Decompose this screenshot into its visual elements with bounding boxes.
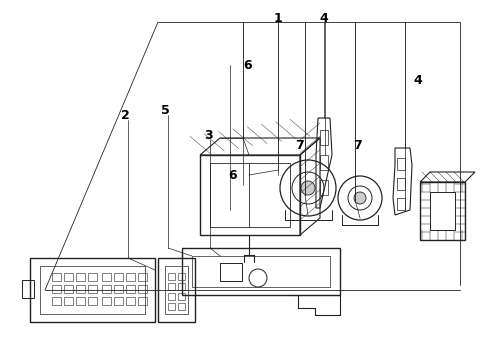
Bar — [64, 285, 73, 293]
Text: 4: 4 — [414, 73, 422, 86]
Text: 7: 7 — [354, 139, 363, 152]
Bar — [220, 263, 242, 281]
Text: 5: 5 — [161, 104, 170, 117]
Bar — [88, 297, 97, 305]
Bar — [397, 158, 405, 170]
Text: 1: 1 — [273, 12, 282, 24]
Bar — [102, 273, 111, 281]
Bar — [320, 180, 328, 195]
Text: 6: 6 — [229, 168, 237, 181]
Bar — [178, 283, 185, 290]
Bar — [114, 297, 123, 305]
Bar — [52, 297, 61, 305]
Circle shape — [354, 192, 366, 204]
Bar — [397, 198, 405, 210]
Bar — [126, 273, 135, 281]
Bar — [114, 273, 123, 281]
Bar — [64, 273, 73, 281]
Bar — [52, 273, 61, 281]
Bar — [168, 283, 175, 290]
Text: 6: 6 — [244, 59, 252, 72]
Bar — [88, 285, 97, 293]
Bar — [178, 293, 185, 300]
Text: 2: 2 — [121, 108, 129, 122]
Bar — [178, 273, 185, 280]
Bar — [114, 285, 123, 293]
Circle shape — [301, 181, 315, 195]
Bar — [126, 297, 135, 305]
Text: 4: 4 — [319, 12, 328, 24]
Text: 3: 3 — [204, 129, 212, 141]
Text: 7: 7 — [295, 139, 304, 152]
Bar — [168, 293, 175, 300]
Bar — [76, 273, 85, 281]
Bar — [102, 285, 111, 293]
Bar — [138, 297, 147, 305]
Bar — [168, 303, 175, 310]
Bar — [126, 285, 135, 293]
Bar — [64, 297, 73, 305]
Bar — [22, 280, 34, 298]
Bar — [138, 285, 147, 293]
Bar — [102, 297, 111, 305]
Bar — [138, 273, 147, 281]
Bar — [76, 297, 85, 305]
Bar — [76, 285, 85, 293]
Bar — [168, 273, 175, 280]
Bar — [88, 273, 97, 281]
Bar — [397, 178, 405, 190]
Bar — [320, 130, 328, 145]
Bar — [320, 155, 328, 170]
Bar — [52, 285, 61, 293]
Bar — [178, 303, 185, 310]
